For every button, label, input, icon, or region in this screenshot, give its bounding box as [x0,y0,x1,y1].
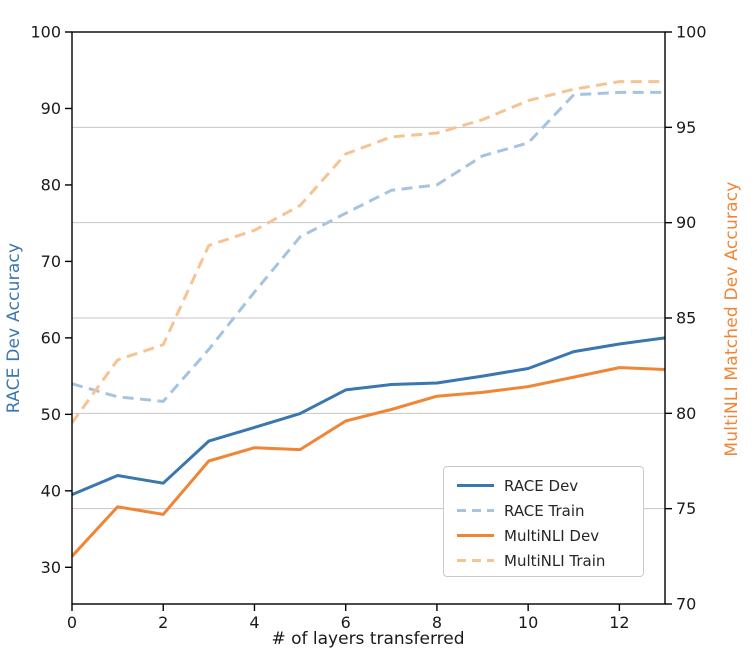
x-tick-label: 2 [158,613,168,632]
y-right-tick-label: 100 [676,23,707,42]
series-line-race-dev [71,336,666,496]
legend-item: RACE Train [444,498,643,523]
legend-item-label: MultiNLI Train [504,551,606,570]
legend-item-label: MultiNLI Dev [504,526,600,545]
y-right-tick-label: 80 [676,404,696,423]
y-left-tick-label: 60 [41,328,61,347]
legend-solid-line-swatch [457,534,494,537]
y-right-tick-label: 90 [676,213,696,232]
legend-item-label: RACE Dev [504,476,579,495]
legend-item: RACE Dev [444,473,643,498]
legend-item: MultiNLI Train [444,548,643,573]
legend-item: MultiNLI Dev [444,523,643,548]
legend-item-label: RACE Train [504,501,585,520]
x-tick-label: 10 [518,613,538,632]
series-line-multinli-train [70,80,665,424]
y-right-tick-label: 95 [676,118,696,137]
x-tick-label: 12 [609,613,629,632]
x-axis-label: # of layers transferred [271,629,465,649]
legend-solid-line-swatch [457,484,494,487]
series-line-race-train [71,90,665,403]
y-left-tick-label: 70 [41,252,61,271]
y-left-tick-label: 80 [41,175,61,194]
legend: RACE Dev RACE Train MultiNLI Dev MultiNLI T… [443,466,644,577]
legend-dashed-line-swatch [457,559,494,562]
x-tick-label: 4 [249,613,259,632]
y-right-tick-label: 75 [676,499,696,518]
x-tick-label: 8 [432,613,442,632]
x-tick-label: 6 [341,613,351,632]
series-line-multinli-dev [70,366,666,558]
y-right-tick-label: 85 [676,309,696,328]
y-left-tick-label: 30 [41,558,61,577]
y-left-tick-label: 50 [41,405,61,424]
y-axis-right-label: MultiNLI Matched Dev Accuracy [722,181,742,457]
y-left-tick-label: 90 [41,99,61,118]
y-left-tick-label: 40 [41,481,61,500]
x-tick-label: 0 [67,613,77,632]
legend-dashed-line-swatch [457,509,494,512]
y-right-tick-label: 70 [676,595,696,614]
y-axis-left-label: RACE Dev Accuracy [4,242,24,414]
y-left-tick-label: 100 [30,23,61,42]
